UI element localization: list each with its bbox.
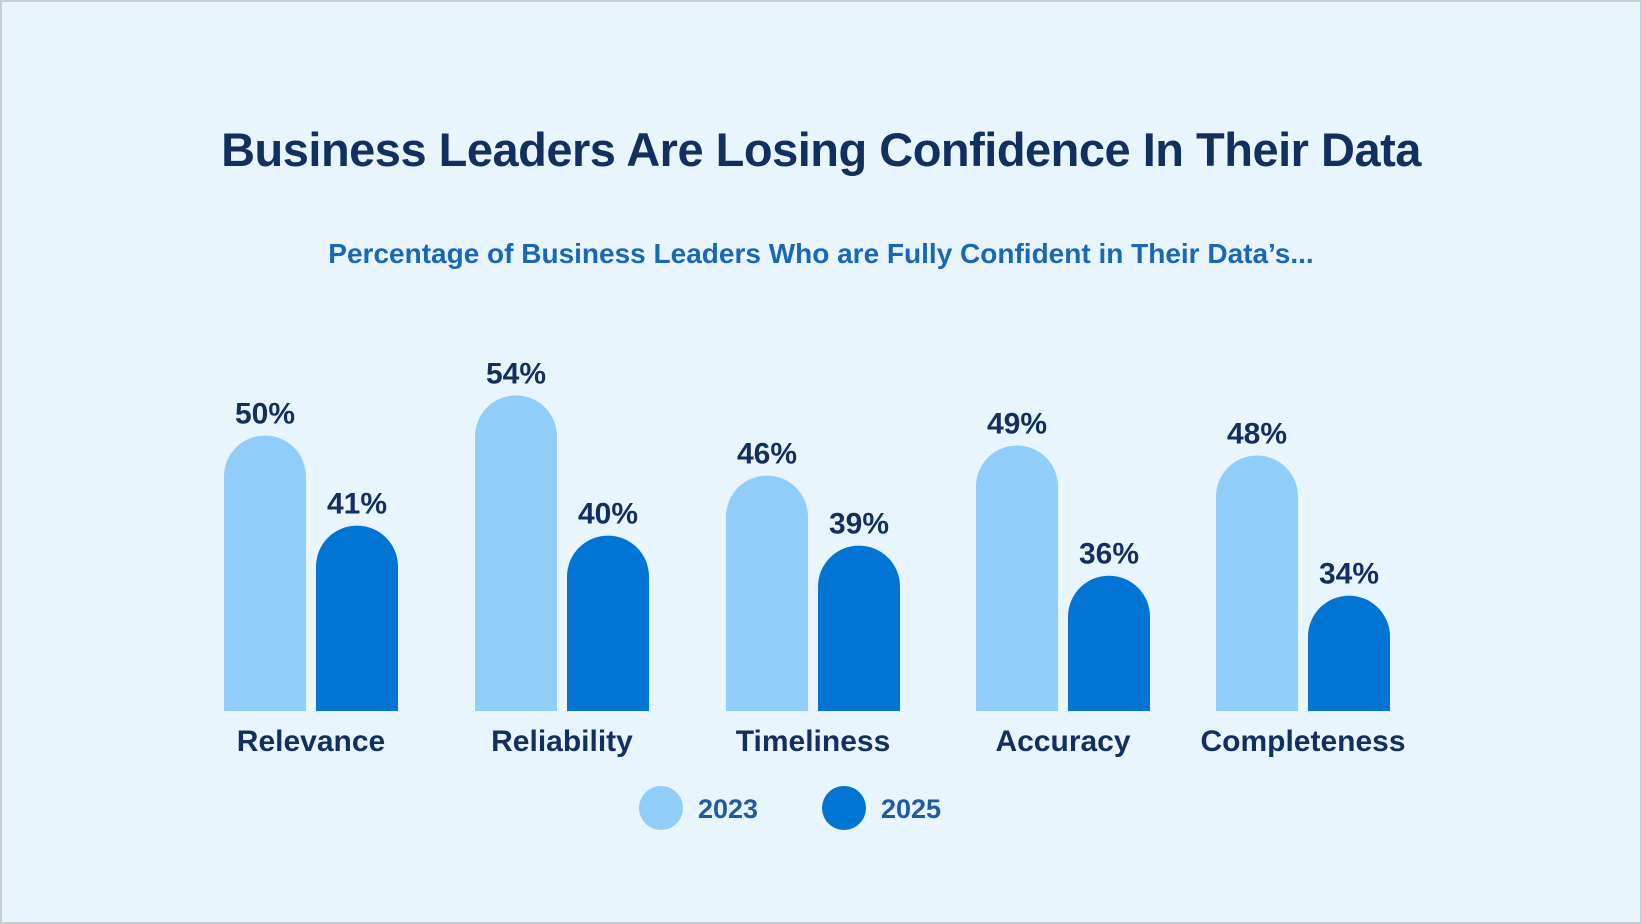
- category-label: Completeness: [1200, 725, 1405, 758]
- bar-accuracy-2023: [976, 445, 1058, 711]
- data-label: 54%: [486, 357, 546, 390]
- category-label: Accuracy: [995, 725, 1130, 758]
- legend-swatch-2025: [822, 786, 866, 830]
- bar-accuracy-2025: [1068, 575, 1150, 711]
- chart-title: Business Leaders Are Losing Confidence I…: [221, 123, 1421, 176]
- bar-reliability-2025: [567, 535, 649, 711]
- data-label: 36%: [1079, 538, 1139, 571]
- category-label: Timeliness: [736, 725, 891, 758]
- category-label: Reliability: [491, 725, 633, 758]
- data-label: 41%: [327, 488, 387, 521]
- bar-timeliness-2023: [726, 475, 808, 711]
- bar-relevance-2023: [224, 435, 306, 711]
- bar-completeness-2023: [1216, 455, 1298, 711]
- data-label: 40%: [578, 498, 638, 531]
- data-label: 34%: [1319, 558, 1379, 591]
- data-label: 48%: [1227, 417, 1287, 450]
- bar-relevance-2025: [316, 525, 398, 711]
- bar-completeness-2025: [1308, 595, 1390, 711]
- legend-swatch-2023: [639, 786, 683, 830]
- bar-reliability-2023: [475, 395, 557, 711]
- data-label: 49%: [987, 407, 1047, 440]
- data-label: 39%: [829, 508, 889, 541]
- category-label: Relevance: [237, 725, 385, 758]
- bar-timeliness-2025: [818, 545, 900, 711]
- data-label: 50%: [235, 397, 295, 430]
- legend-label: 2025: [881, 794, 941, 824]
- data-label: 46%: [737, 438, 797, 471]
- chart-subtitle: Percentage of Business Leaders Who are F…: [328, 238, 1314, 269]
- legend-label: 2023: [698, 794, 758, 824]
